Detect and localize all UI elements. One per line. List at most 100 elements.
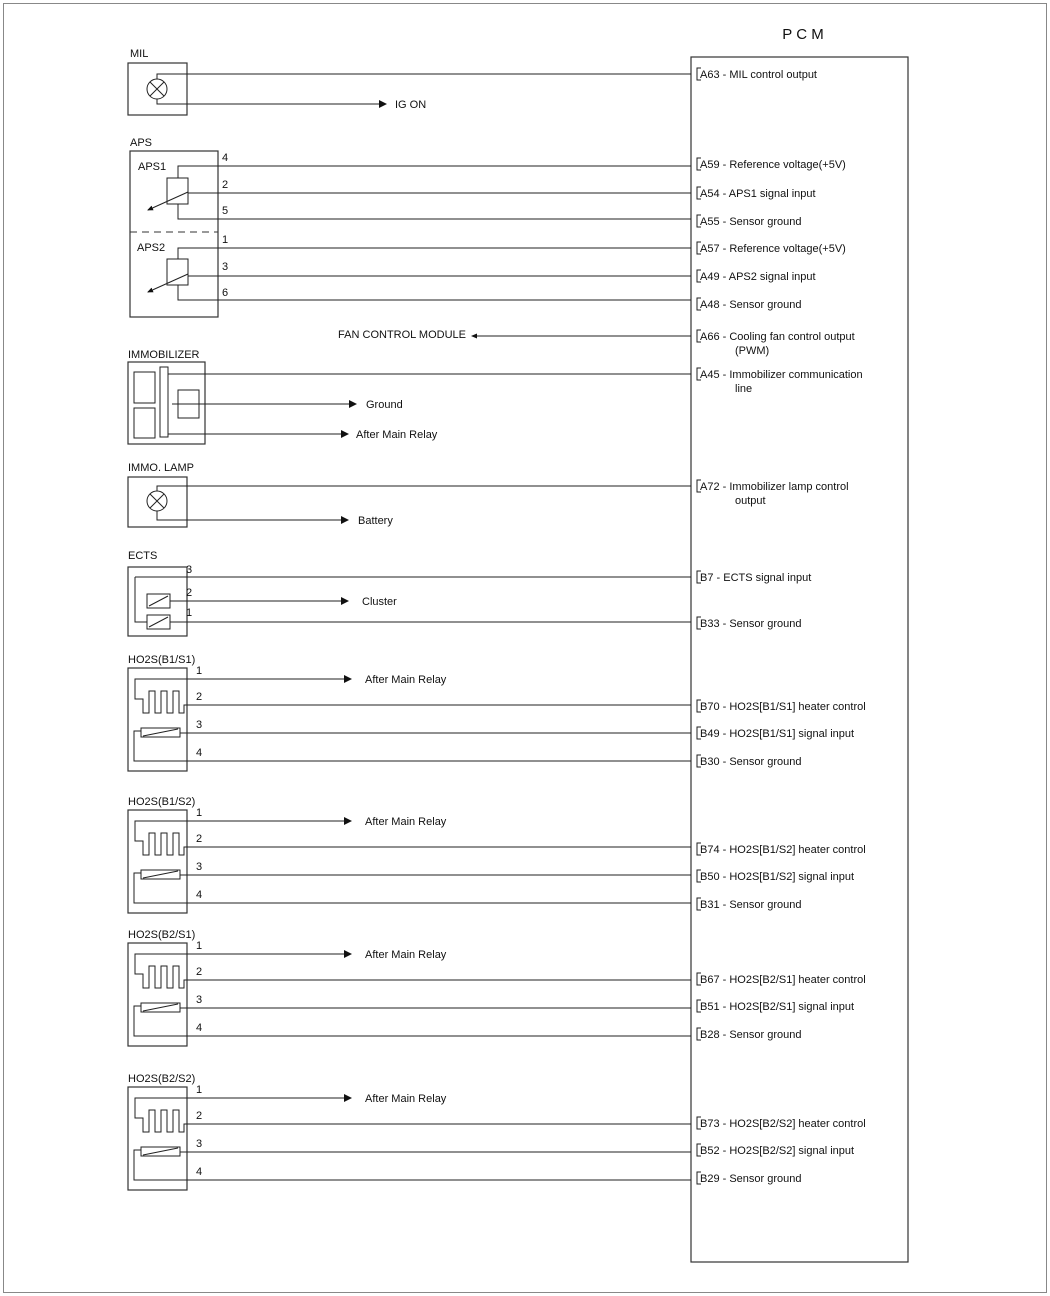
- terminal-label: A54 - APS1 signal input: [700, 188, 816, 200]
- ho2s-label: HO2S(B2/S2): [128, 1073, 195, 1085]
- pin-label: 3: [222, 261, 228, 273]
- terminal-label: B33 - Sensor ground: [700, 618, 802, 630]
- terminal-bracket: [696, 269, 701, 283]
- terminal-bracket: [696, 842, 701, 856]
- immobilizer-relay: After Main Relay: [356, 429, 438, 441]
- pin-label: 1: [196, 807, 202, 819]
- terminal-label: B31 - Sensor ground: [700, 899, 802, 911]
- ho2s-label: HO2S(B1/S1): [128, 654, 195, 666]
- aps-label: APS: [130, 137, 152, 149]
- ho2s-box: [127, 667, 188, 772]
- pin-label: 1: [196, 665, 202, 677]
- ho2s-relay-label: After Main Relay: [365, 816, 447, 828]
- terminal-bracket: [696, 616, 701, 630]
- pcm-terminal-b52: B52 - HO2S[B2/S2] signal input: [696, 1143, 854, 1157]
- ho2s-label: HO2S(B1/S2): [128, 796, 195, 808]
- terminal-bracket: [696, 67, 701, 81]
- thermistor-icon: [134, 576, 691, 630]
- immo-lamp-label: IMMO. LAMP: [128, 462, 194, 474]
- immobilizer-box: [127, 361, 206, 445]
- ho2s-box: [127, 942, 188, 1047]
- pcm-terminal-a55: A55 - Sensor ground: [696, 214, 802, 228]
- pin-label: 6: [222, 287, 228, 299]
- pcm-terminal-b33: B33 - Sensor ground: [696, 616, 802, 630]
- terminal-bracket: [696, 999, 701, 1013]
- terminal-bracket: [696, 754, 701, 768]
- pin-label: 3: [196, 861, 202, 873]
- pcm-terminal-a54: A54 - APS1 signal input: [696, 186, 816, 200]
- pcm-terminal-a66: A66 - Cooling fan control output (PWM): [696, 329, 855, 357]
- ho2s-wires: [133, 870, 691, 904]
- mil-ig-on: IG ON: [395, 99, 426, 111]
- terminal-label: B29 - Sensor ground: [700, 1173, 802, 1185]
- ho2s-relay-label: After Main Relay: [365, 949, 447, 961]
- pcm-terminal-b67: B67 - HO2S[B2/S1] heater control: [696, 972, 866, 986]
- terminal-label: B74 - HO2S[B1/S2] heater control: [700, 844, 866, 856]
- terminal-label: B67 - HO2S[B2/S1] heater control: [700, 974, 866, 986]
- immobilizer-label: IMMOBILIZER: [128, 349, 200, 361]
- terminal-label: (PWM): [735, 345, 769, 357]
- ects-label: ECTS: [128, 550, 157, 562]
- pin-label: 1: [186, 607, 192, 619]
- terminal-bracket: [696, 699, 701, 713]
- immobilizer-ground: Ground: [366, 399, 403, 411]
- pcm-terminal-b70: B70 - HO2S[B1/S1] heater control: [696, 699, 866, 713]
- terminal-label: A72 - Immobilizer lamp control: [700, 481, 849, 493]
- terminal-bracket: [696, 1143, 701, 1157]
- terminal-label: B50 - HO2S[B1/S2] signal input: [700, 871, 854, 883]
- pcm-terminal-a45: A45 - Immobilizer communication line: [696, 367, 863, 395]
- terminal-label: B7 - ECTS signal input: [700, 572, 811, 584]
- pin-label: 2: [196, 1110, 202, 1122]
- pin-label: 1: [222, 234, 228, 246]
- aps-box: [129, 150, 219, 318]
- terminal-bracket: [696, 1116, 701, 1130]
- terminal-bracket: [696, 297, 701, 311]
- ho2s-wires: [133, 1147, 691, 1181]
- pcm-box: [690, 56, 909, 1263]
- potentiometer-icon: [147, 165, 691, 220]
- terminal-bracket: [696, 241, 701, 255]
- heater-icon: [134, 820, 691, 856]
- ho2s-sensor: HO2S(B1/S1) After Main Relay 1 2 3 4: [127, 654, 691, 772]
- fan-control-module-label: FAN CONTROL MODULE: [338, 329, 466, 341]
- terminal-bracket: [696, 726, 701, 740]
- pin-label: 4: [196, 1166, 202, 1178]
- terminal-label: A55 - Sensor ground: [700, 216, 802, 228]
- ho2s-sensor: HO2S(B1/S2) After Main Relay 1 2 3 4: [127, 796, 691, 914]
- terminal-bracket: [696, 329, 701, 343]
- mil-box: [127, 62, 188, 116]
- pcm-terminal-b7: B7 - ECTS signal input: [696, 570, 811, 584]
- ects-cluster: Cluster: [362, 596, 397, 608]
- terminal-bracket: [696, 972, 701, 986]
- pin-label: 4: [196, 889, 202, 901]
- ho2s-box: [127, 809, 188, 914]
- pcm-terminal-b74: B74 - HO2S[B1/S2] heater control: [696, 842, 866, 856]
- pcm-terminal-b28: B28 - Sensor ground: [696, 1027, 802, 1041]
- pin-label: 1: [196, 940, 202, 952]
- pin-label: 4: [196, 747, 202, 759]
- lamp-icon: [146, 78, 168, 100]
- pin-label: 2: [186, 587, 192, 599]
- terminal-bracket: [696, 157, 701, 171]
- aps1-label: APS1: [138, 161, 166, 173]
- pin-label: 4: [222, 152, 228, 164]
- pcm-terminal-b49: B49 - HO2S[B1/S1] signal input: [696, 726, 854, 740]
- pin-label: 3: [196, 1138, 202, 1150]
- pcm-title: P C M: [782, 26, 823, 43]
- pcm-terminal-a63: A63 - MIL control output: [696, 67, 817, 81]
- pcm-terminal-a48: A48 - Sensor ground: [696, 297, 802, 311]
- terminal-label: A59 - Reference voltage(+5V): [700, 159, 846, 171]
- pcm-terminal-b73: B73 - HO2S[B2/S2] heater control: [696, 1116, 866, 1130]
- ho2s-wires: [133, 728, 691, 762]
- terminal-label: A66 - Cooling fan control output: [700, 331, 855, 343]
- terminal-bracket: [696, 479, 701, 493]
- terminal-label: B52 - HO2S[B2/S2] signal input: [700, 1145, 854, 1157]
- immo-lamp-box: [127, 476, 188, 528]
- pin-label: 1: [196, 1084, 202, 1096]
- terminal-bracket: [696, 570, 701, 584]
- ho2s-relay-label: After Main Relay: [365, 1093, 447, 1105]
- ho2s-sensor: HO2S(B2/S2) After Main Relay 1 2 3 4: [127, 1073, 691, 1191]
- pcm-terminal-b30: B30 - Sensor ground: [696, 754, 802, 768]
- pin-label: 2: [196, 966, 202, 978]
